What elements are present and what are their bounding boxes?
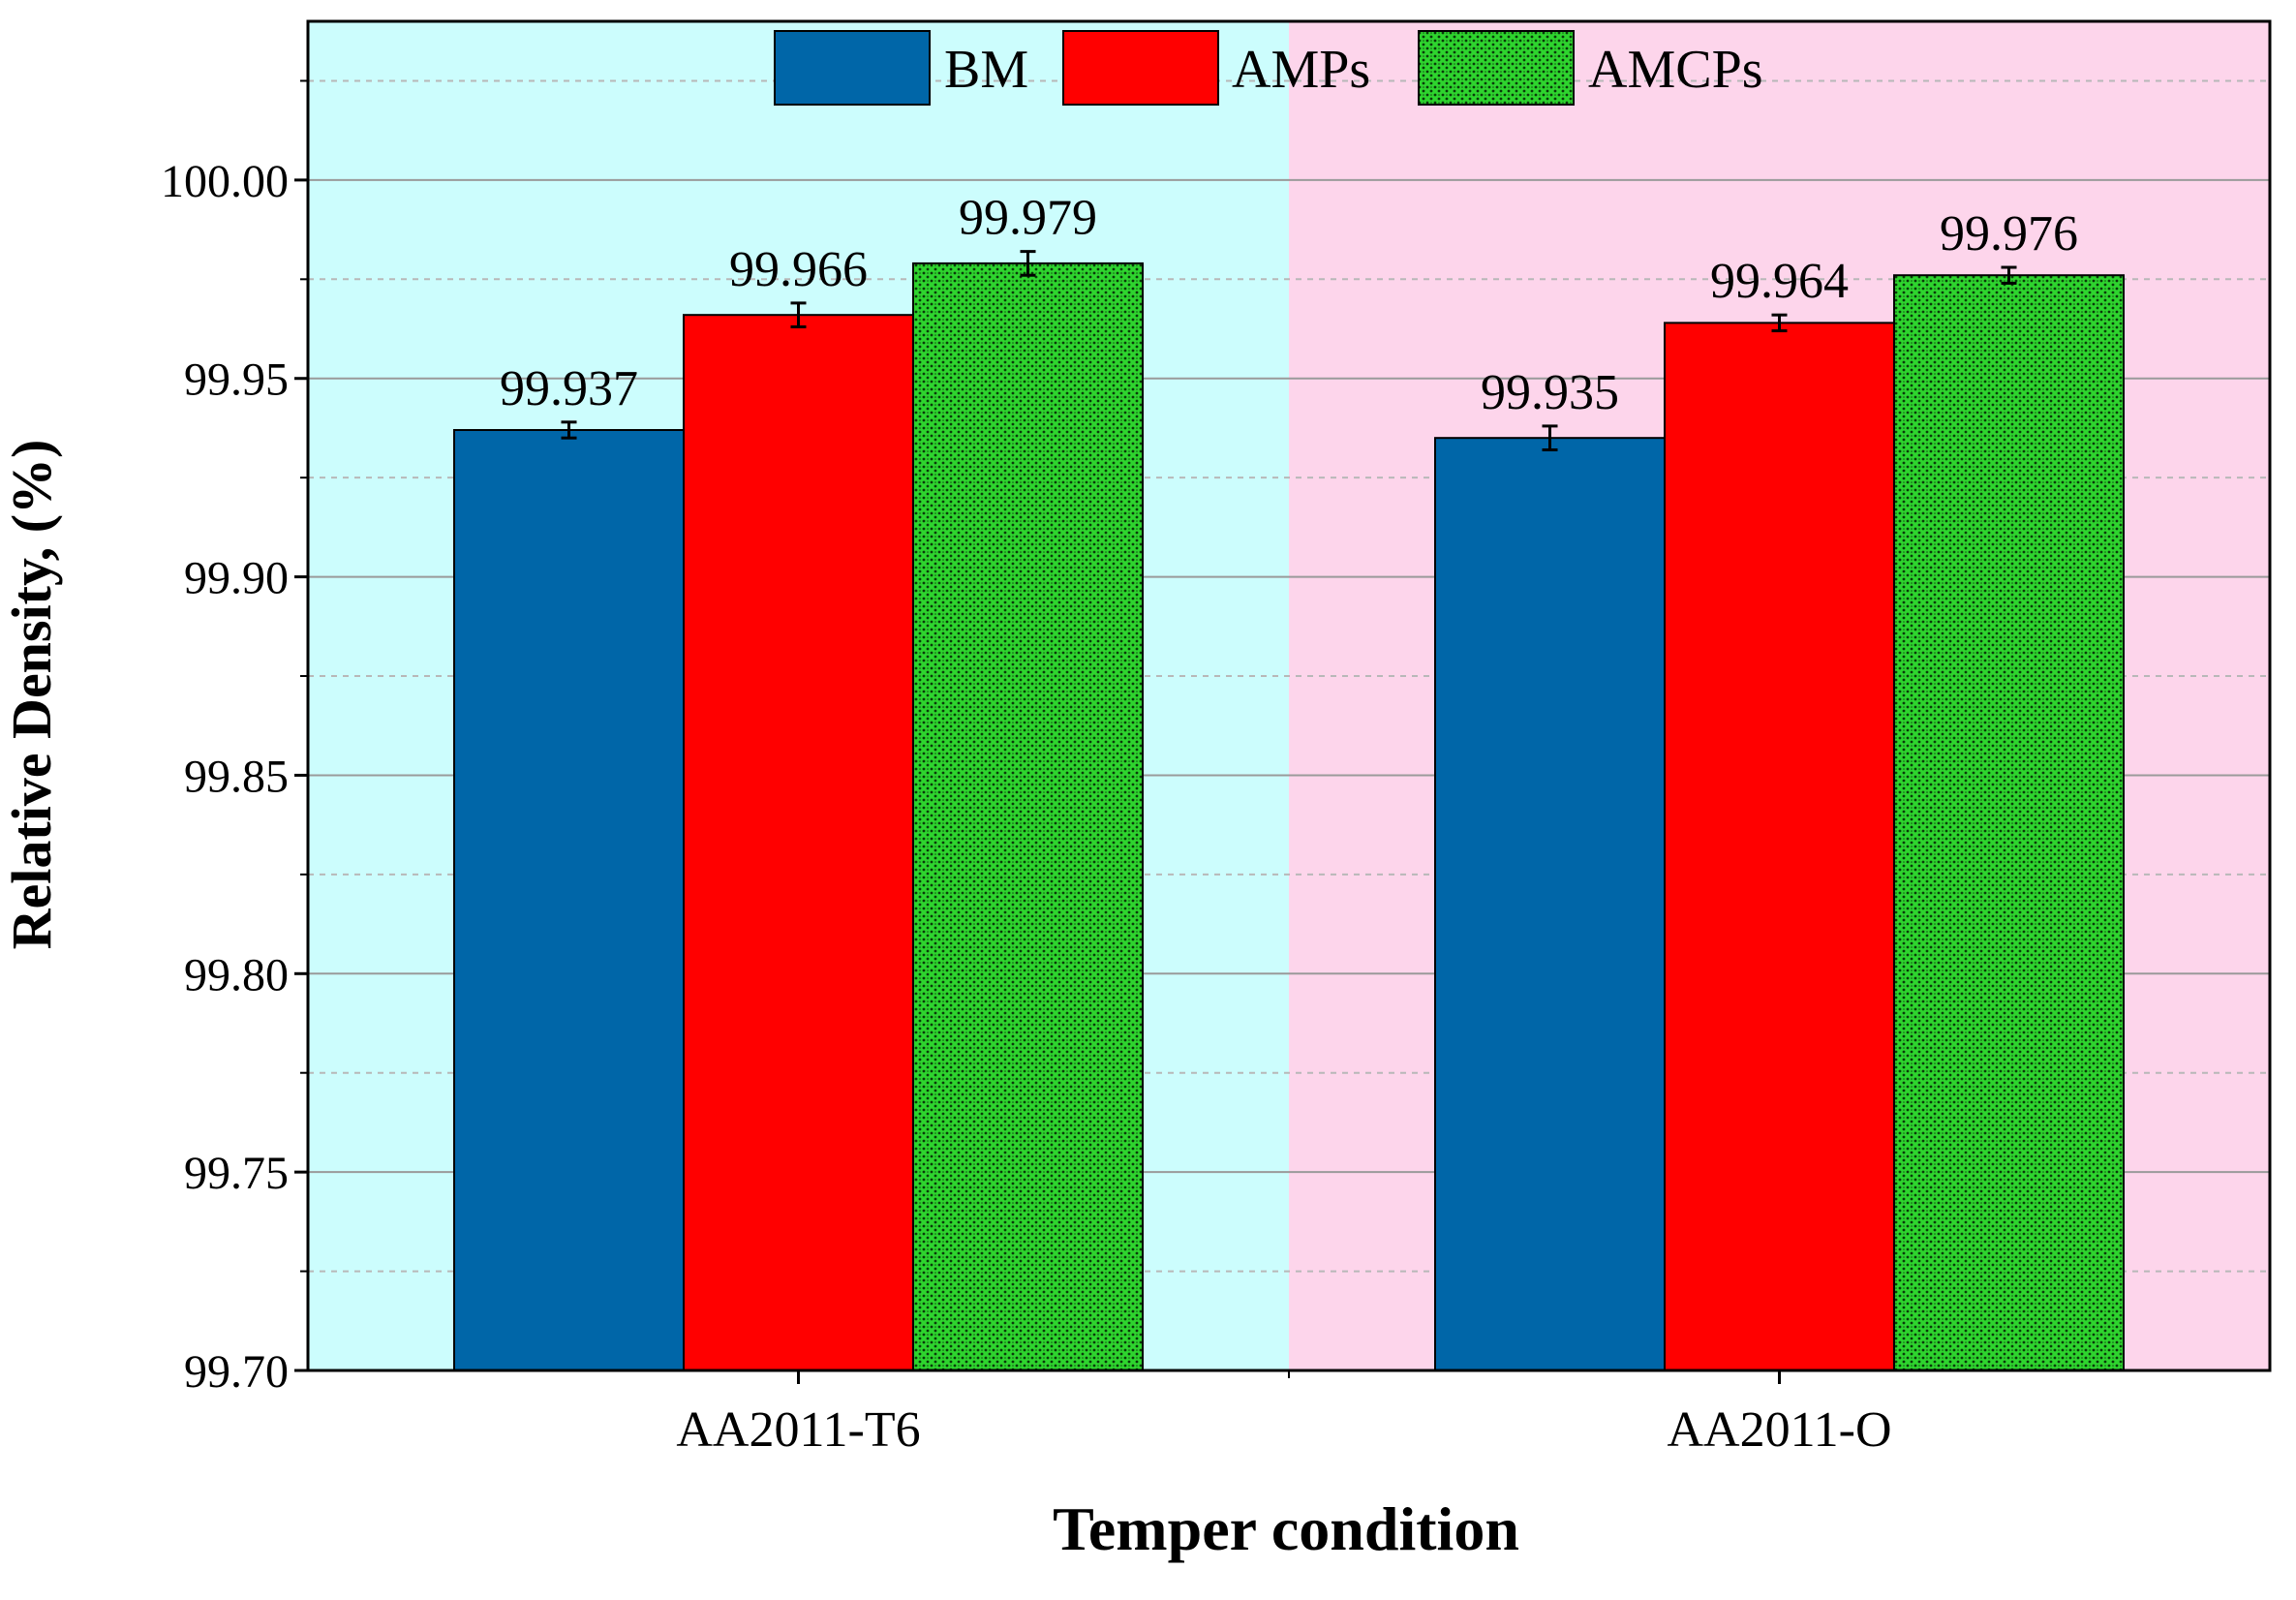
x-axis-title: Temper condition [1053, 1494, 1519, 1563]
bar-bm-1 [453, 428, 685, 1371]
y-tick-label: 99.80 [184, 949, 289, 1000]
legend-label-amcps: AMCPs [1588, 40, 1763, 100]
value-label-amcps-1: 99.979 [959, 191, 1097, 246]
legend-label-bm: BM [944, 40, 1028, 100]
y-tick-label: 99.95 [184, 354, 289, 406]
value-label-bm-1: 99.937 [500, 361, 638, 416]
legend-swatch-amcps [1418, 30, 1575, 106]
value-label-amcps-2: 99.976 [1940, 206, 2078, 262]
x-tick-label-1: AA2011-T6 [676, 1402, 920, 1458]
y-axis-title: Relative Density, (%) [0, 440, 63, 950]
bar-amcps-2 [1893, 274, 2125, 1371]
x-tick-label-2: AA2011-O [1667, 1402, 1891, 1458]
bar-amps-2 [1664, 322, 1895, 1371]
y-tick-label: 99.75 [184, 1148, 289, 1199]
value-label-bm-2: 99.935 [1481, 365, 1619, 420]
value-label-amps-2: 99.964 [1710, 254, 1849, 309]
bar-amps-1 [683, 314, 914, 1371]
y-tick-label: 99.85 [184, 751, 289, 802]
bar-amcps-1 [912, 262, 1144, 1372]
value-label-amps-1: 99.966 [729, 242, 868, 297]
legend-swatch-bm [774, 30, 931, 106]
legend-label-amps: AMPs [1232, 40, 1370, 100]
bar-bm-2 [1434, 437, 1666, 1371]
y-tick-label: 99.90 [184, 553, 289, 604]
y-tick-label: 100.00 [161, 156, 289, 207]
y-tick-label: 99.70 [184, 1346, 289, 1398]
legend-swatch-amps [1062, 30, 1219, 106]
